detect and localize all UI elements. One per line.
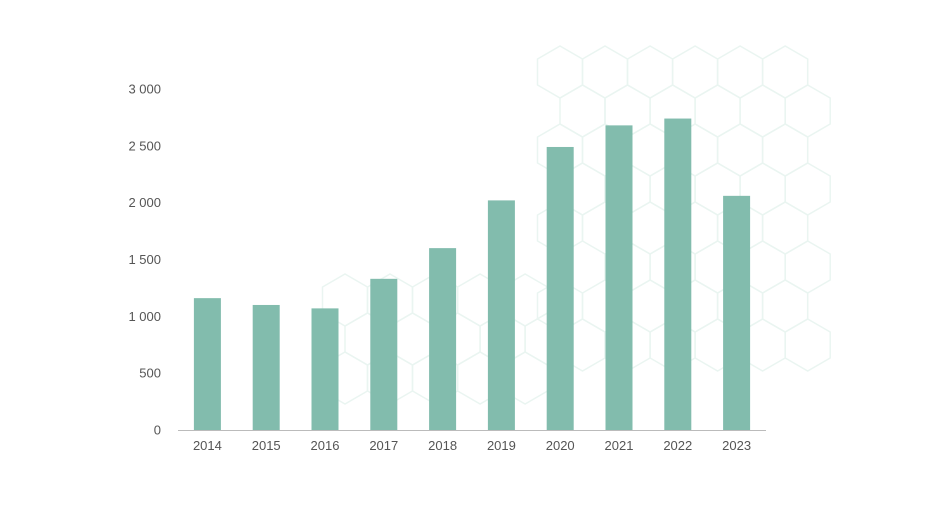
hexagon-pattern-shape bbox=[559, 84, 606, 138]
x-tick-label: 2019 bbox=[487, 438, 516, 453]
hexagon-pattern-shape bbox=[694, 84, 741, 138]
hexagon-pattern-shape bbox=[761, 123, 809, 177]
bar-2016 bbox=[311, 308, 339, 430]
hexagon-pattern-shape bbox=[626, 45, 674, 99]
x-tick-label: 2016 bbox=[311, 438, 340, 453]
x-tick-label: 2017 bbox=[369, 438, 398, 453]
bar-2022 bbox=[664, 118, 692, 430]
hexagon-pattern-shape bbox=[761, 201, 809, 255]
y-tick-label: 2 500 bbox=[128, 138, 161, 153]
hexagon-pattern-shape bbox=[581, 45, 629, 99]
x-tick-label: 2015 bbox=[252, 438, 281, 453]
x-tick-label: 2014 bbox=[193, 438, 222, 453]
bar-2015 bbox=[252, 304, 280, 430]
y-tick-label: 3 000 bbox=[128, 82, 161, 97]
bar-2020 bbox=[546, 146, 574, 430]
y-axis-tick-labels: 0 500 1 000 1 500 2 000 2 500 3 000 bbox=[128, 82, 161, 438]
x-tick-label: 2021 bbox=[605, 438, 634, 453]
hexagon-pattern-shape bbox=[716, 123, 764, 177]
hexagon-pattern-shape bbox=[784, 84, 831, 138]
y-tick-label: 2 000 bbox=[128, 195, 161, 210]
hexagon-pattern-shape bbox=[784, 318, 831, 372]
bar-2017 bbox=[370, 278, 398, 430]
x-tick-label: 2022 bbox=[663, 438, 692, 453]
hexagon-pattern-shape bbox=[761, 45, 809, 99]
y-tick-label: 0 bbox=[154, 423, 161, 438]
hexagon-pattern-shape bbox=[536, 45, 584, 99]
y-tick-label: 500 bbox=[139, 366, 161, 381]
x-tick-label: 2020 bbox=[546, 438, 575, 453]
bar-2021 bbox=[605, 125, 633, 430]
bar-2023 bbox=[723, 195, 751, 430]
bars-group bbox=[193, 118, 751, 430]
bar-2019 bbox=[487, 200, 515, 430]
hexagon-pattern-shape bbox=[761, 279, 809, 333]
hexagon-pattern-shape bbox=[784, 162, 831, 216]
x-tick-label: 2018 bbox=[428, 438, 457, 453]
hexagon-pattern-shape bbox=[671, 45, 719, 99]
hexagon-pattern-shape bbox=[739, 84, 786, 138]
x-tick-label: 2023 bbox=[722, 438, 751, 453]
y-tick-label: 1 000 bbox=[128, 309, 161, 324]
hexagon-background-pattern bbox=[321, 45, 831, 405]
y-tick-label: 1 500 bbox=[128, 252, 161, 267]
hexagon-pattern-shape bbox=[784, 240, 831, 294]
bar-2014 bbox=[193, 298, 221, 430]
hexagon-pattern-shape bbox=[716, 45, 764, 99]
x-axis-tick-labels: 2014 2015 2016 2017 2018 2019 2020 2021 2022 2023 bbox=[193, 438, 751, 453]
bar-2018 bbox=[429, 248, 457, 430]
